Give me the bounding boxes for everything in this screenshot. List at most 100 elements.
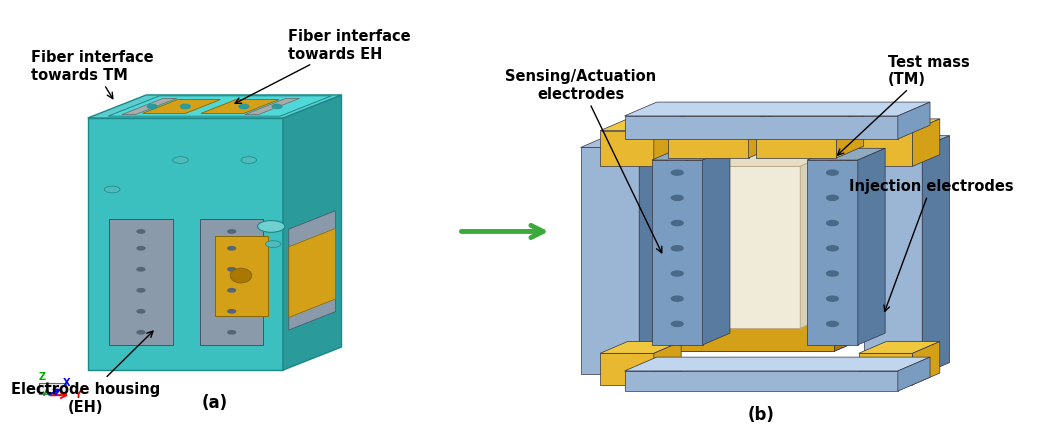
Text: Z: Z [39, 371, 46, 381]
Circle shape [138, 268, 145, 271]
Circle shape [826, 322, 839, 327]
Polygon shape [39, 383, 67, 394]
Text: Injection electrodes: Injection electrodes [849, 178, 1014, 312]
Ellipse shape [734, 249, 773, 274]
Ellipse shape [230, 269, 252, 283]
Bar [109, 219, 173, 345]
Polygon shape [864, 148, 922, 374]
Circle shape [228, 247, 235, 250]
Polygon shape [859, 120, 940, 131]
Circle shape [241, 157, 256, 164]
Text: X: X [63, 377, 70, 387]
Circle shape [138, 230, 145, 233]
Polygon shape [673, 167, 835, 351]
Polygon shape [835, 155, 862, 351]
Polygon shape [653, 342, 681, 385]
Polygon shape [913, 342, 940, 385]
Circle shape [272, 105, 282, 109]
Text: Sensing/Actuation
electrodes: Sensing/Actuation electrodes [505, 69, 662, 253]
Polygon shape [708, 155, 827, 167]
Circle shape [228, 268, 235, 271]
Polygon shape [748, 111, 776, 158]
Polygon shape [835, 155, 862, 351]
Polygon shape [624, 371, 898, 391]
Circle shape [138, 331, 145, 334]
Polygon shape [624, 117, 898, 140]
Circle shape [826, 221, 839, 226]
Polygon shape [652, 161, 702, 345]
Polygon shape [756, 111, 864, 123]
Polygon shape [898, 103, 931, 140]
Polygon shape [800, 155, 827, 328]
Circle shape [239, 105, 249, 109]
Circle shape [104, 187, 120, 193]
Polygon shape [756, 123, 837, 158]
Text: Y: Y [74, 389, 81, 400]
Circle shape [671, 196, 684, 201]
Polygon shape [624, 357, 931, 371]
Polygon shape [808, 161, 858, 345]
Polygon shape [864, 136, 949, 148]
Circle shape [826, 271, 839, 276]
Circle shape [671, 171, 684, 176]
Polygon shape [652, 149, 730, 161]
Circle shape [671, 221, 684, 226]
Circle shape [826, 171, 839, 176]
Polygon shape [245, 99, 299, 115]
Circle shape [257, 221, 284, 233]
Polygon shape [673, 167, 835, 351]
Polygon shape [201, 100, 279, 114]
Bar [200, 219, 264, 345]
Polygon shape [283, 96, 342, 370]
Polygon shape [600, 342, 681, 354]
Polygon shape [708, 167, 800, 328]
Polygon shape [143, 100, 221, 114]
Polygon shape [669, 123, 748, 158]
Polygon shape [837, 111, 864, 158]
Polygon shape [580, 136, 667, 148]
Polygon shape [639, 136, 667, 374]
Polygon shape [859, 354, 913, 385]
Circle shape [228, 331, 235, 334]
Polygon shape [673, 155, 862, 167]
Circle shape [138, 289, 145, 292]
Text: Fiber interface
towards EH: Fiber interface towards EH [235, 29, 411, 104]
Circle shape [671, 322, 684, 327]
Polygon shape [600, 131, 653, 167]
Circle shape [671, 296, 684, 302]
Polygon shape [289, 229, 336, 318]
Polygon shape [653, 120, 681, 167]
Polygon shape [673, 155, 862, 167]
Polygon shape [122, 99, 176, 115]
Polygon shape [858, 149, 885, 345]
Polygon shape [859, 131, 913, 167]
Bar [215, 236, 268, 316]
Polygon shape [898, 357, 931, 391]
Polygon shape [600, 120, 681, 131]
Polygon shape [289, 211, 336, 330]
Circle shape [671, 246, 684, 251]
Polygon shape [624, 103, 931, 117]
Polygon shape [859, 342, 940, 354]
Circle shape [826, 246, 839, 251]
Polygon shape [88, 96, 342, 119]
Polygon shape [913, 120, 940, 167]
Circle shape [138, 310, 145, 313]
Circle shape [173, 157, 189, 164]
Polygon shape [808, 149, 885, 161]
Circle shape [180, 105, 191, 109]
Polygon shape [669, 111, 776, 123]
Circle shape [826, 196, 839, 201]
Circle shape [147, 105, 157, 109]
Circle shape [826, 296, 839, 302]
Circle shape [138, 247, 145, 250]
Circle shape [671, 271, 684, 276]
Polygon shape [922, 136, 949, 374]
Text: Fiber interface
towards TM: Fiber interface towards TM [31, 50, 154, 99]
Circle shape [228, 289, 235, 292]
Text: (b): (b) [748, 405, 774, 423]
Circle shape [228, 230, 235, 233]
Text: Test mass
(TM): Test mass (TM) [838, 55, 970, 155]
Circle shape [228, 310, 235, 313]
Text: (a): (a) [201, 393, 228, 411]
